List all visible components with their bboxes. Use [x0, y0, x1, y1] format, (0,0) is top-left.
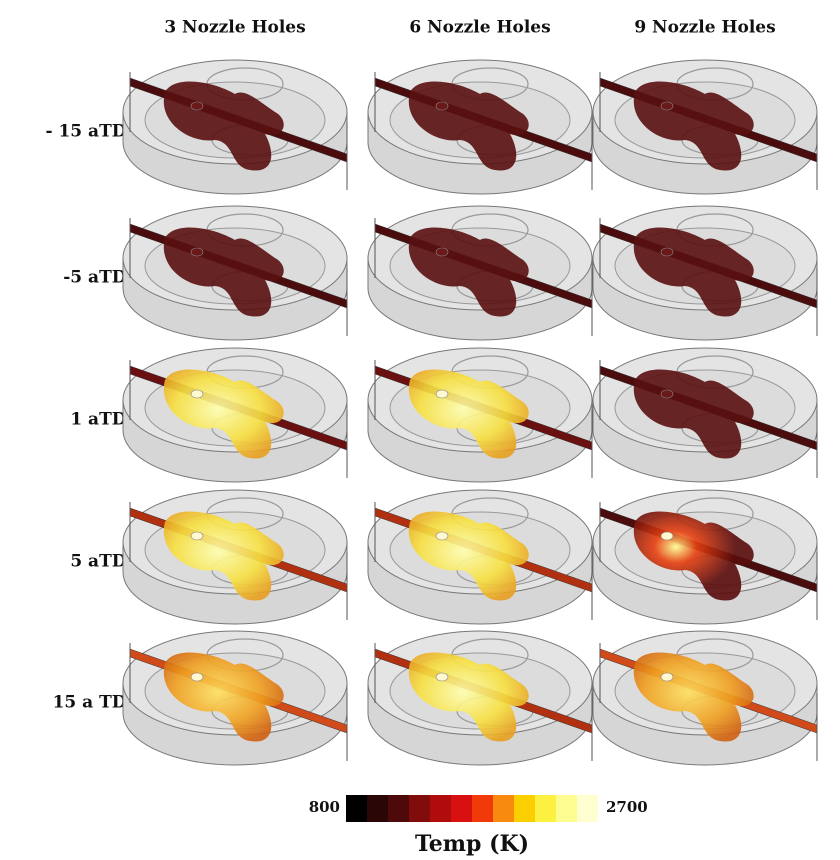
- colorbar-swatch: [535, 795, 556, 822]
- flame-core: [661, 673, 673, 681]
- column-header: 9 Nozzle Holes: [634, 18, 775, 38]
- cylinder-render: [123, 60, 347, 194]
- colorbar-swatch: [472, 795, 493, 822]
- cylinder-render: [368, 348, 592, 482]
- cylinder-render: [123, 348, 347, 482]
- cylinder-render: [368, 60, 592, 194]
- cylinder-render: [368, 631, 592, 765]
- colorbar-swatch: [451, 795, 472, 822]
- page: 800 2700 Temp (K) 3 Nozzle Holes 6 Nozzle…: [0, 0, 840, 860]
- flame-core: [661, 102, 673, 110]
- flame-core: [661, 248, 673, 256]
- colorbar-swatch: [556, 795, 577, 822]
- cylinder-render: [123, 631, 347, 765]
- cylinder-render: [593, 631, 817, 765]
- cylinder-render: [123, 206, 347, 340]
- colorbar-swatch: [367, 795, 388, 822]
- colorbar-swatch: [514, 795, 535, 822]
- flame-core: [436, 532, 448, 540]
- flame-core: [436, 390, 448, 398]
- colorbar-title: Temp (K): [415, 831, 529, 857]
- figure: 800 2700 Temp (K) 3 Nozzle Holes 6 Nozzle…: [0, 0, 840, 860]
- cylinder-render: [593, 490, 817, 624]
- flame-core: [191, 532, 203, 540]
- column-header: 6 Nozzle Holes: [409, 18, 550, 38]
- cylinder-render: [368, 206, 592, 340]
- cylinder-render: [368, 490, 592, 624]
- flame-core: [191, 390, 203, 398]
- flame-core: [436, 673, 448, 681]
- column-header: 3 Nozzle Holes: [164, 18, 305, 38]
- flame-core: [191, 673, 203, 681]
- flame-core: [436, 102, 448, 110]
- colorbar-max: 2700: [606, 798, 648, 816]
- cylinder-render: [593, 206, 817, 340]
- flame-core: [436, 248, 448, 256]
- colorbar-swatch: [388, 795, 409, 822]
- colorbar-swatch: [430, 795, 451, 822]
- flame-core: [661, 532, 673, 540]
- flame-core: [661, 390, 673, 398]
- colorbar-swatch: [346, 795, 367, 822]
- colorbar-swatch: [493, 795, 514, 822]
- cylinder-render: [123, 490, 347, 624]
- colorbar-swatch: [577, 795, 598, 822]
- flame-core: [191, 102, 203, 110]
- flame-core: [191, 248, 203, 256]
- cylinder-render: [593, 60, 817, 194]
- cylinder-render: [593, 348, 817, 482]
- colorbar-min: 800: [309, 798, 340, 816]
- colorbar-swatch: [409, 795, 430, 822]
